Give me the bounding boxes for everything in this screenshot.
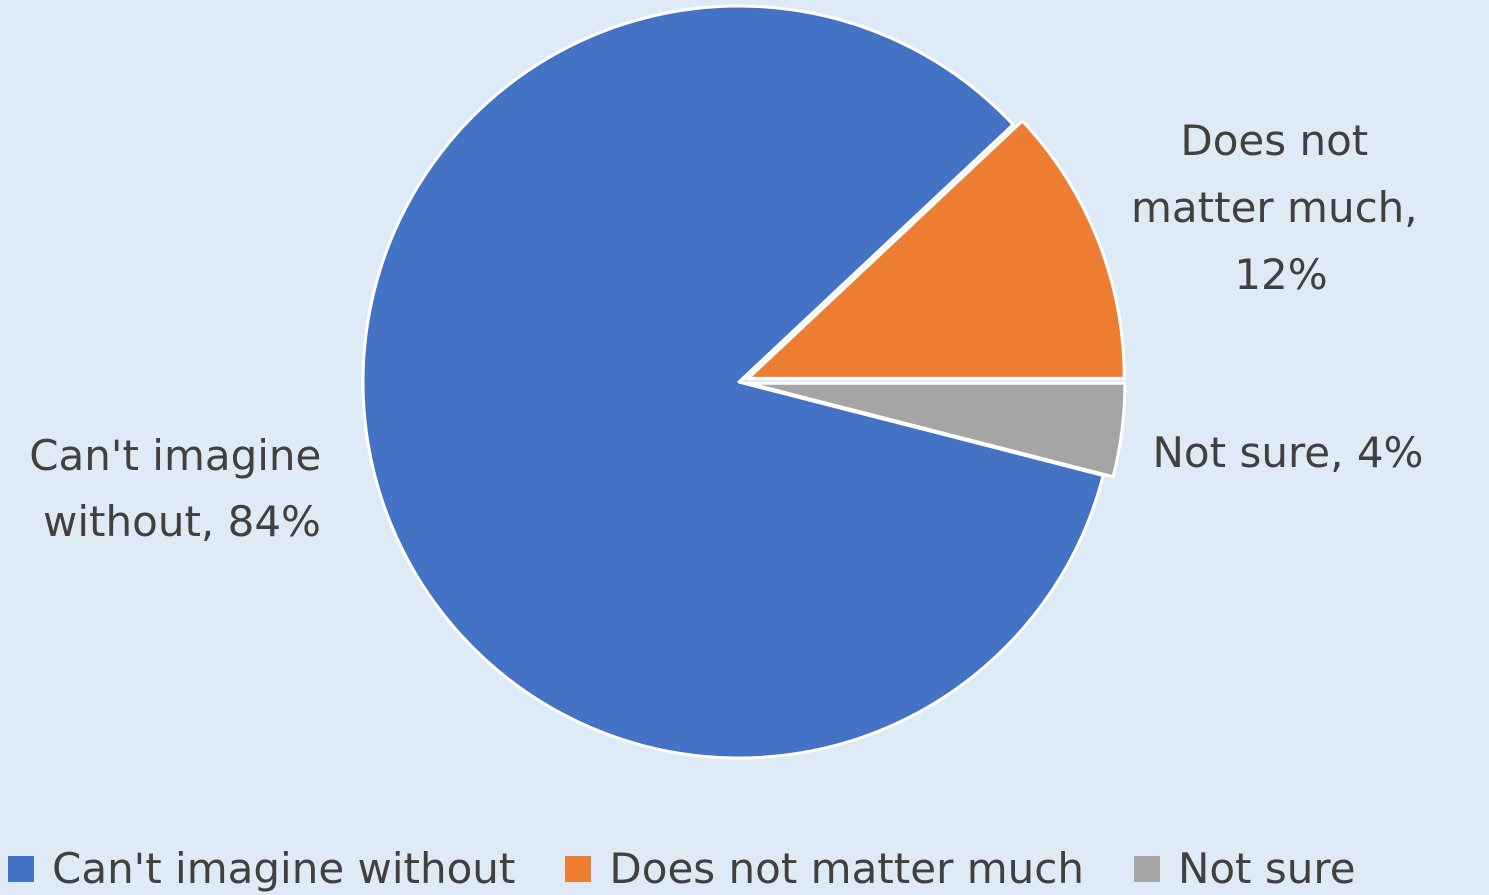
data-label-does-not-matter-much: Does not matter much, 12% [1131,116,1431,299]
legend-swatch-does-not-matter-much [565,855,592,882]
legend-item-cant-imagine-without: Can't imagine without [8,844,515,893]
legend-swatch-cant-imagine-without [8,855,34,882]
legend-swatch-not-sure [1133,855,1160,882]
legend-label-cant-imagine-without: Can't imagine without [52,844,516,893]
pie-slice-can-t-imagine-without [361,4,1105,760]
legend-item-not-sure: Not sure [1133,844,1356,893]
legend-label-does-not-matter-much: Does not matter much [609,844,1084,893]
data-label-cant-imagine-without: Can't imagine without, 84% [29,431,335,546]
pie-slice-does-not-matter-much [746,119,1126,380]
chart-legend: Can't imagine without Does not matter mu… [8,842,1489,895]
legend-label-not-sure: Not sure [1177,844,1356,893]
legend-item-does-not-matter-much: Does not matter much [565,844,1084,893]
pie-slice-not-sure [747,381,1127,479]
pie-slices [361,4,1127,760]
data-label-not-sure: Not sure, 4% [1153,428,1424,477]
